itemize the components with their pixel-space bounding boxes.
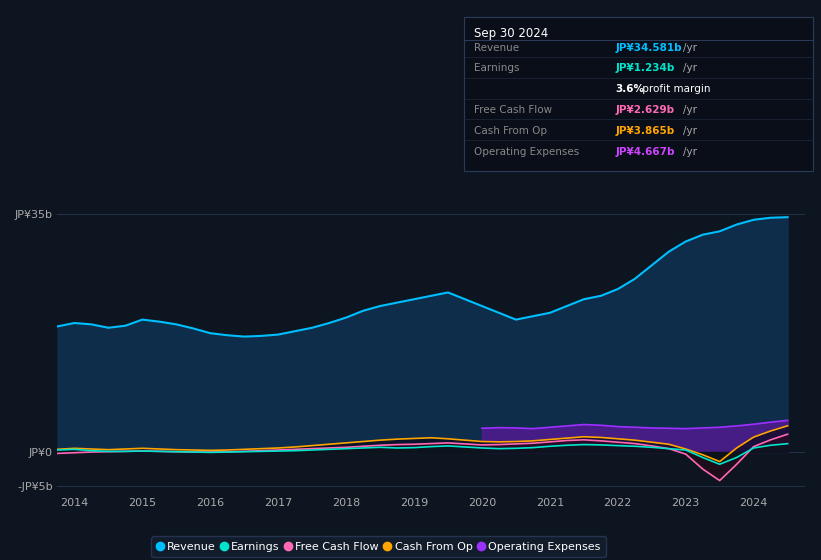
Text: JP¥3.865b: JP¥3.865b [616, 126, 675, 136]
Text: /yr: /yr [683, 43, 697, 53]
Text: /yr: /yr [683, 63, 697, 73]
Text: Cash From Op: Cash From Op [474, 126, 547, 136]
Text: /yr: /yr [683, 126, 697, 136]
Text: Earnings: Earnings [474, 63, 519, 73]
Text: Revenue: Revenue [474, 43, 519, 53]
Text: Free Cash Flow: Free Cash Flow [474, 105, 552, 115]
Text: Sep 30 2024: Sep 30 2024 [474, 27, 548, 40]
Text: 3.6%: 3.6% [616, 84, 644, 94]
Text: JP¥1.234b: JP¥1.234b [616, 63, 675, 73]
Text: /yr: /yr [683, 147, 697, 157]
Text: /yr: /yr [683, 105, 697, 115]
Text: JP¥2.629b: JP¥2.629b [616, 105, 675, 115]
Text: Operating Expenses: Operating Expenses [474, 147, 579, 157]
Text: JP¥4.667b: JP¥4.667b [616, 147, 675, 157]
Text: profit margin: profit margin [639, 84, 710, 94]
Legend: Revenue, Earnings, Free Cash Flow, Cash From Op, Operating Expenses: Revenue, Earnings, Free Cash Flow, Cash … [152, 536, 606, 557]
Text: JP¥34.581b: JP¥34.581b [616, 43, 682, 53]
